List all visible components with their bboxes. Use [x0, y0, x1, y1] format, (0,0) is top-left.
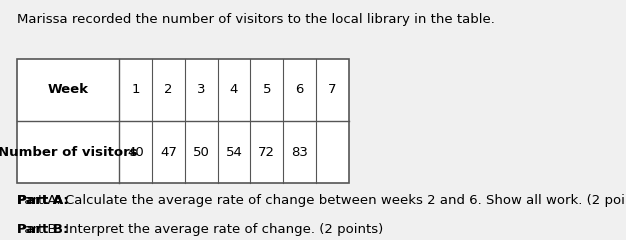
Text: Part A:: Part A:: [17, 194, 68, 207]
Text: 5: 5: [262, 83, 271, 96]
Text: 54: 54: [225, 146, 242, 159]
Text: Part A:: Part A:: [17, 194, 68, 207]
Text: Week: Week: [48, 83, 88, 96]
Text: 40: 40: [127, 146, 144, 159]
Text: 1: 1: [131, 83, 140, 96]
Text: Marissa recorded the number of visitors to the local library in the table.: Marissa recorded the number of visitors …: [17, 13, 495, 26]
Text: 6: 6: [295, 83, 304, 96]
Text: 50: 50: [193, 146, 210, 159]
Text: 4: 4: [230, 83, 238, 96]
Text: Part B:: Part B:: [17, 223, 68, 236]
Text: Part B: Interpret the average rate of change. (2 points): Part B: Interpret the average rate of ch…: [17, 223, 383, 236]
Text: Part A: Calculate the average rate of change between weeks 2 and 6. Show all wor: Part A: Calculate the average rate of ch…: [17, 194, 626, 207]
Text: Number of visitors: Number of visitors: [0, 146, 138, 159]
Text: 2: 2: [164, 83, 173, 96]
Text: 83: 83: [291, 146, 308, 159]
Text: 47: 47: [160, 146, 177, 159]
Text: 7: 7: [328, 83, 337, 96]
Text: 3: 3: [197, 83, 205, 96]
Text: 72: 72: [258, 146, 275, 159]
